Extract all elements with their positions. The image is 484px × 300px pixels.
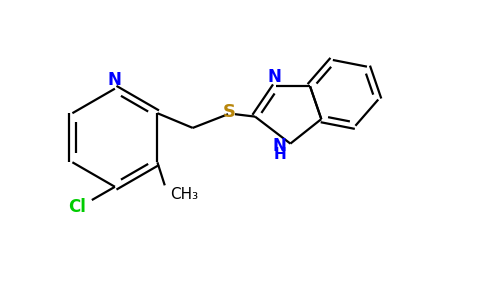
Text: S: S bbox=[223, 103, 236, 121]
Text: H: H bbox=[273, 147, 286, 162]
Text: CH₃: CH₃ bbox=[170, 187, 198, 202]
Text: N: N bbox=[272, 137, 287, 155]
Text: N: N bbox=[108, 71, 122, 89]
Text: N: N bbox=[268, 68, 282, 86]
Text: Cl: Cl bbox=[68, 198, 86, 216]
